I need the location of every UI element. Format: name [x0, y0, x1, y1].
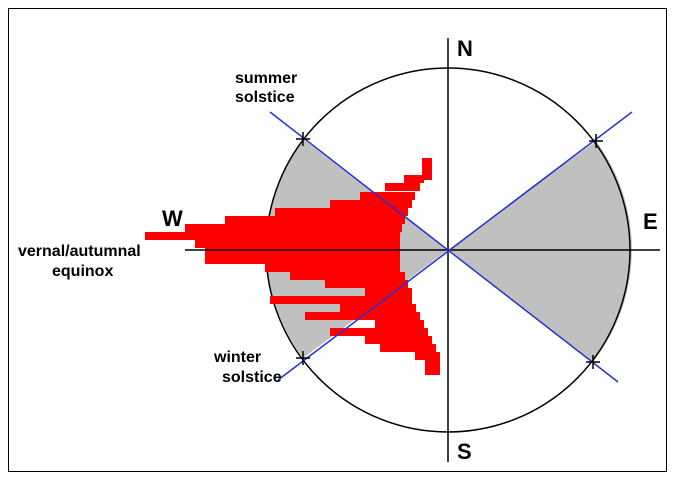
- bar: [375, 320, 424, 328]
- equinox-label: vernal/autumnal: [18, 243, 141, 260]
- north-label: N: [457, 36, 473, 61]
- equinox-label: equinox: [52, 263, 113, 280]
- bar: [205, 248, 400, 256]
- bar: [360, 192, 415, 200]
- east-label: E: [643, 209, 658, 234]
- marker: [589, 134, 603, 148]
- bar: [330, 200, 412, 208]
- bar: [425, 360, 440, 375]
- bar: [415, 352, 440, 360]
- bar: [145, 232, 400, 240]
- marker: [296, 132, 310, 146]
- bar: [422, 158, 432, 180]
- west-label: W: [162, 206, 183, 231]
- winter-label: solstice: [222, 369, 282, 386]
- marker: [296, 351, 310, 365]
- marker: [586, 355, 600, 369]
- south-label: S: [457, 439, 472, 464]
- bar: [290, 272, 405, 280]
- bar: [380, 344, 436, 352]
- bar: [195, 240, 400, 248]
- solstice-line: [269, 111, 619, 383]
- bar: [365, 336, 432, 344]
- bar: [330, 328, 428, 336]
- bar: [205, 256, 400, 264]
- east-sector: [448, 141, 632, 362]
- bar: [265, 264, 400, 272]
- solstice-line: [277, 111, 633, 381]
- bar: [185, 224, 402, 232]
- markers: [296, 132, 603, 369]
- bar: [365, 288, 412, 296]
- bar: [404, 175, 424, 183]
- winter-label: winter: [213, 349, 261, 366]
- summer-label: solstice: [235, 89, 295, 106]
- bar: [225, 216, 405, 224]
- bar: [325, 280, 408, 288]
- summer-label: summer: [235, 70, 297, 87]
- bar: [340, 304, 416, 312]
- bar: [385, 183, 420, 191]
- bar: [275, 208, 408, 216]
- bar: [270, 296, 412, 304]
